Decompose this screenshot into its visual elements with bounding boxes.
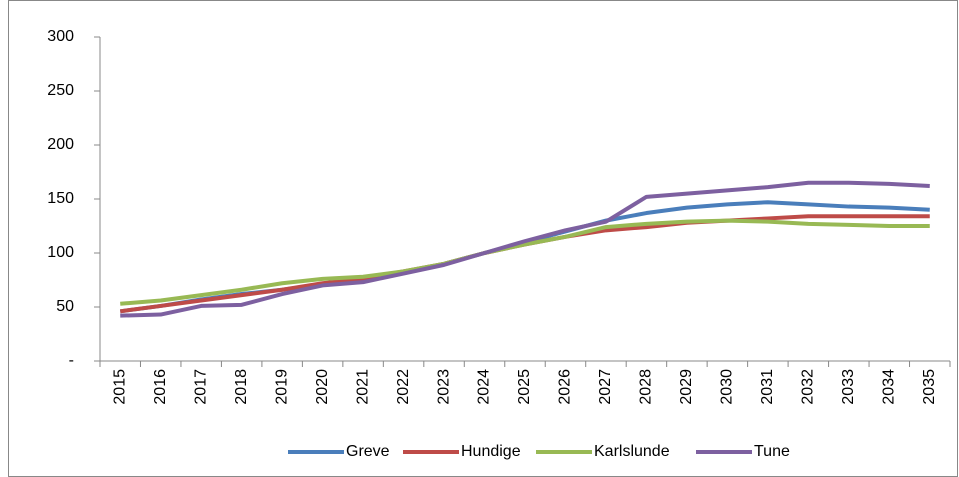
y-tick-label: 50: [56, 298, 74, 315]
series-line: [119, 214, 930, 314]
y-tick-label: 300: [47, 28, 74, 45]
x-tick-label: 2030: [719, 369, 736, 405]
x-tick-label: 2027: [597, 369, 614, 405]
x-tick-label: 2025: [516, 369, 533, 405]
x-tick-label: 2029: [678, 369, 695, 405]
x-tick-label: 2022: [395, 369, 412, 405]
x-tick-label: 2035: [921, 369, 938, 405]
series-line: [120, 180, 930, 318]
series-line: [120, 218, 930, 306]
x-tick-label: 2028: [638, 369, 655, 405]
x-tick-label: 2033: [840, 369, 857, 405]
y-tick-label: 150: [47, 190, 74, 207]
x-tick-label: 2019: [273, 369, 290, 405]
x-tick-label: 2023: [435, 369, 452, 405]
x-tick-label: 2017: [192, 369, 209, 405]
x-tick-label: 2016: [152, 369, 169, 405]
x-tick-label: 2034: [881, 369, 898, 405]
y-tick-label: 250: [47, 82, 74, 99]
x-tick-label: 2015: [111, 369, 128, 405]
y-tick-label: 100: [47, 244, 74, 261]
y-tick-label: 200: [47, 136, 74, 153]
legend-label: Greve: [346, 443, 390, 460]
legend-label: Karlslunde: [594, 443, 670, 460]
x-tick-label: 2026: [557, 369, 574, 405]
y-tick-label: -: [69, 352, 74, 369]
x-tick-label: 2018: [233, 369, 250, 405]
legend-label: Tune: [754, 443, 790, 460]
x-tick-label: 2031: [759, 369, 776, 405]
x-tick-label: 2024: [476, 369, 493, 405]
legend-label: Hundige: [461, 443, 521, 460]
x-tick-label: 2020: [314, 369, 331, 405]
x-tick-label: 2021: [354, 369, 371, 405]
x-tick-label: 2032: [800, 369, 817, 405]
